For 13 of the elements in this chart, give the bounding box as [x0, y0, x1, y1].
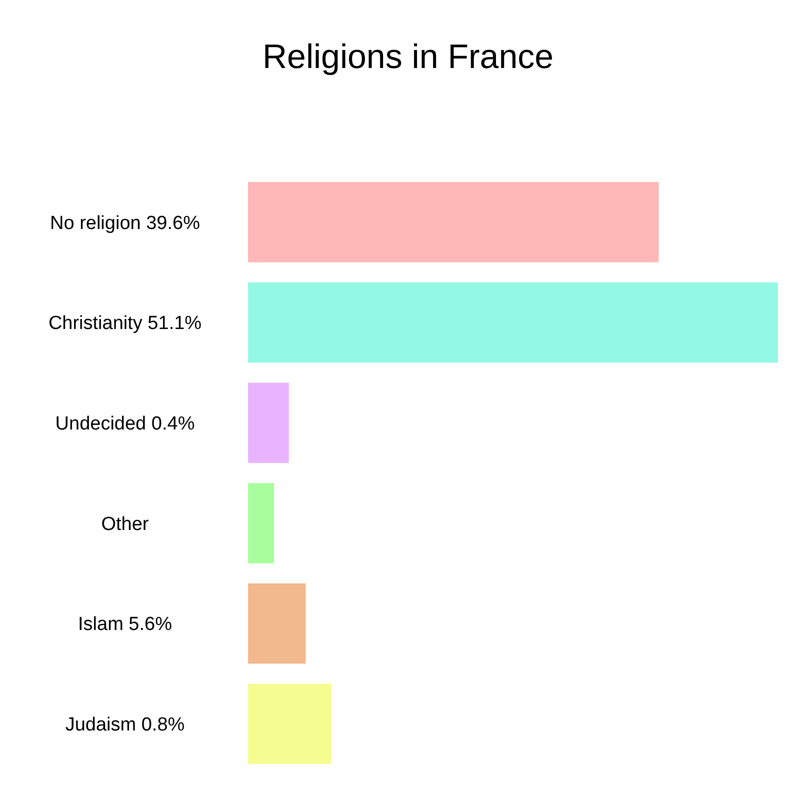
y-tick-label: Islam 5.6%: [78, 614, 172, 636]
y-tick-label: Undecided 0.4%: [55, 413, 195, 434]
bar: [248, 382, 289, 463]
y-tick-label: No religion 39.6%: [50, 212, 200, 234]
bar: [248, 182, 659, 262]
y-tick-label: Judaism 0.8%: [65, 714, 185, 736]
bar: [248, 282, 778, 363]
chart-title: Religions in France: [262, 38, 554, 76]
bar: [248, 483, 274, 564]
y-tick-label: Other: [101, 514, 150, 535]
bar: [248, 684, 332, 764]
bar: [248, 583, 306, 664]
y-tick-label: Christianity 51.1%: [48, 313, 202, 334]
